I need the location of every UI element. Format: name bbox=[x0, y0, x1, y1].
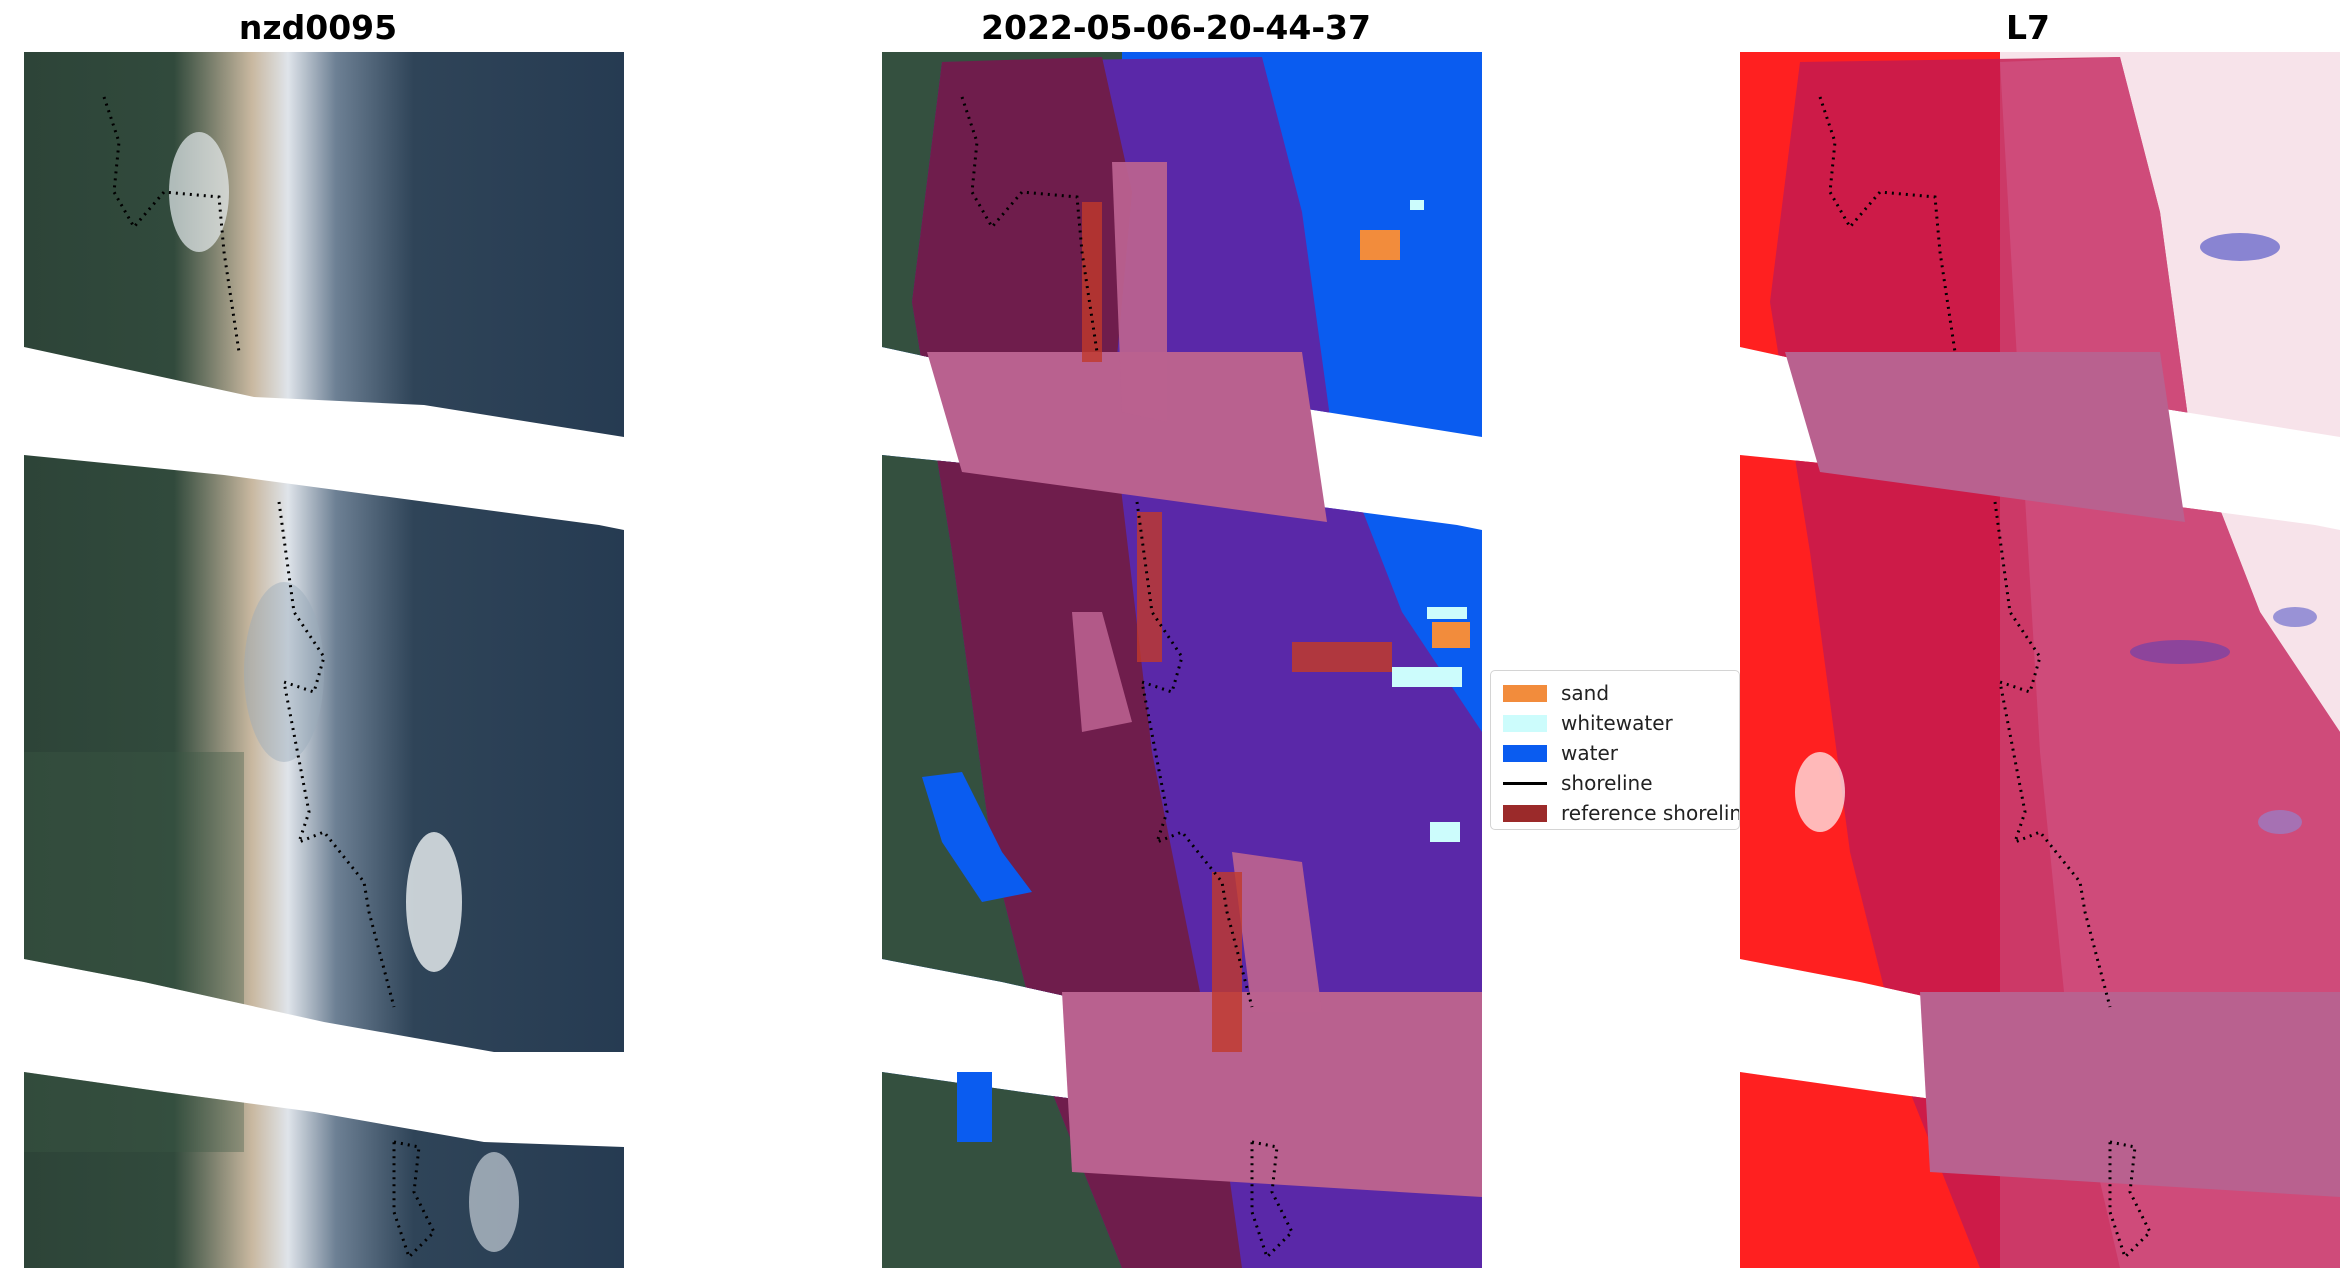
rgb-image-panel bbox=[24, 52, 624, 1268]
legend-swatch-sand bbox=[1503, 684, 1547, 702]
legend-item-sand: sand bbox=[1503, 678, 1739, 708]
legend-label-water: water bbox=[1561, 741, 1618, 765]
index-image bbox=[1740, 52, 2340, 1268]
legend-swatch-water bbox=[1503, 744, 1547, 762]
legend: sand whitewater water shoreline referenc… bbox=[1490, 670, 1740, 830]
legend-item-water: water bbox=[1503, 738, 1739, 768]
legend-label-sand: sand bbox=[1561, 681, 1610, 705]
rgb-satellite-image bbox=[24, 52, 624, 1268]
panel-title-classification: 2022-05-06-20-44-37 bbox=[981, 8, 1371, 47]
legend-item-reference-shoreline: reference shorelin bbox=[1503, 798, 1739, 828]
panel-title-rgb: nzd0095 bbox=[238, 8, 398, 47]
legend-line-shoreline bbox=[1503, 781, 1547, 785]
panel-title-index: L7 bbox=[2006, 8, 2050, 47]
legend-item-whitewater: whitewater bbox=[1503, 708, 1739, 738]
legend-label-reference-shoreline: reference shorelin bbox=[1561, 801, 1740, 825]
index-panel bbox=[1740, 52, 2340, 1268]
legend-swatch-whitewater bbox=[1503, 714, 1547, 732]
legend-label-whitewater: whitewater bbox=[1561, 711, 1673, 735]
legend-item-shoreline: shoreline bbox=[1503, 768, 1739, 798]
legend-label-shoreline: shoreline bbox=[1561, 771, 1653, 795]
classification-image bbox=[882, 52, 1482, 1268]
legend-swatch-reference-shoreline bbox=[1503, 804, 1547, 822]
classification-panel bbox=[882, 52, 1482, 1268]
